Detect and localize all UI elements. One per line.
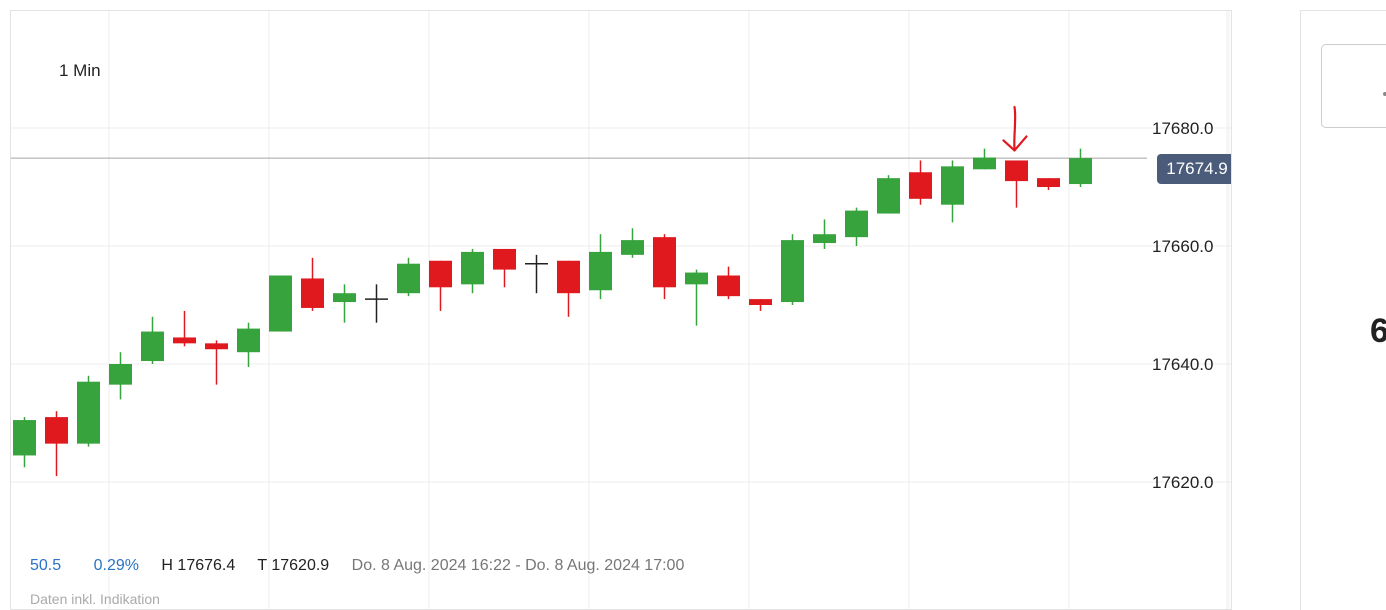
candle	[397, 257, 420, 297]
candle	[365, 284, 388, 323]
candle	[109, 352, 132, 400]
candle	[557, 260, 580, 317]
candle-body	[1037, 178, 1060, 187]
candle	[909, 160, 932, 205]
stat-high: H 17676.4	[161, 557, 236, 574]
candle	[685, 269, 708, 326]
candle	[717, 266, 740, 300]
candle	[845, 207, 868, 246]
footer-stats: 50.5 0.29% H 17676.4 T 17620.9 Do. 8 Aug…	[30, 557, 702, 575]
candle	[813, 219, 836, 249]
candle	[749, 299, 772, 311]
annotation	[1002, 105, 1028, 152]
stat-change: 50.5	[30, 557, 62, 574]
grid	[11, 11, 1231, 609]
candlestick-chart[interactable]: 17620.0 17640.0 17660.0 17680.0	[11, 11, 1232, 610]
candle	[621, 228, 644, 258]
candle	[1069, 148, 1092, 187]
candle-body	[973, 157, 996, 170]
candle	[45, 411, 68, 477]
candle-body	[941, 166, 964, 205]
candle-body	[45, 417, 68, 444]
candle-body	[77, 381, 100, 444]
annotation-arrow-shaft	[1013, 105, 1017, 150]
candle-body	[813, 234, 836, 244]
stat-change-percent: 0.29%	[93, 557, 139, 574]
candle	[461, 248, 484, 294]
candle-body	[685, 272, 708, 285]
y-tick-label: 17660.0	[1152, 237, 1213, 256]
candle-body	[1005, 160, 1028, 182]
right-panel-value: 6	[1370, 312, 1386, 350]
timeframe-label[interactable]: 1 Min	[59, 61, 101, 80]
candle	[1037, 178, 1060, 190]
annotation-arrow-head	[1002, 135, 1028, 152]
candle	[333, 284, 356, 323]
y-tick-label: 17620.0	[1152, 473, 1213, 492]
candle	[301, 257, 324, 311]
candle-body	[461, 251, 484, 285]
candle-body	[397, 263, 420, 294]
candle-body	[205, 343, 228, 350]
stat-low: T 17620.9	[257, 557, 330, 574]
candle	[77, 375, 100, 447]
candle-body	[621, 240, 644, 255]
candle-body	[301, 278, 324, 308]
candle	[525, 254, 548, 294]
right-panel	[1300, 10, 1386, 610]
footer-note: Daten inkl. Indikation	[30, 591, 160, 607]
candle-body	[749, 299, 772, 305]
candle-body	[1069, 158, 1092, 185]
candle	[589, 234, 612, 300]
candle	[205, 340, 228, 385]
candle-body	[877, 178, 900, 214]
candle-body	[589, 251, 612, 291]
candle	[781, 234, 804, 305]
candle	[13, 417, 36, 468]
candle	[653, 234, 676, 300]
candle	[493, 248, 516, 288]
candle-body	[845, 210, 868, 238]
candle-body	[717, 275, 740, 297]
candle-body	[557, 260, 580, 294]
right-panel-box[interactable]	[1321, 44, 1386, 128]
candle	[877, 175, 900, 214]
candle-body	[109, 364, 132, 385]
right-panel-dot-icon	[1383, 92, 1386, 96]
candle-body	[653, 237, 676, 288]
candle-body	[333, 293, 356, 303]
candle	[973, 148, 996, 170]
current-price-tag: 17674.9	[1157, 154, 1231, 184]
candle-body	[13, 420, 36, 456]
candle-body	[781, 240, 804, 303]
candle-body	[909, 172, 932, 199]
candle	[173, 310, 196, 347]
candle-body	[141, 331, 164, 362]
y-tick-label: 17640.0	[1152, 355, 1213, 374]
chart-panel: 17620.0 17640.0 17660.0 17680.0 1 Min 17674…	[10, 10, 1232, 610]
candle-body	[493, 248, 516, 270]
y-axis: 17620.0 17640.0 17660.0 17680.0	[1152, 119, 1213, 492]
candle	[429, 260, 452, 311]
candle	[941, 160, 964, 223]
y-tick-label: 17680.0	[1152, 119, 1213, 138]
candle-body	[269, 275, 292, 332]
candle	[1005, 160, 1028, 208]
candle-body	[173, 337, 196, 344]
candle-body	[237, 328, 260, 353]
candle	[269, 275, 292, 332]
candle	[141, 316, 164, 364]
candle	[237, 322, 260, 367]
candle-body	[429, 260, 452, 288]
candles	[13, 148, 1092, 477]
stat-date-range: Do. 8 Aug. 2024 16:22 - Do. 8 Aug. 2024 …	[351, 557, 685, 574]
